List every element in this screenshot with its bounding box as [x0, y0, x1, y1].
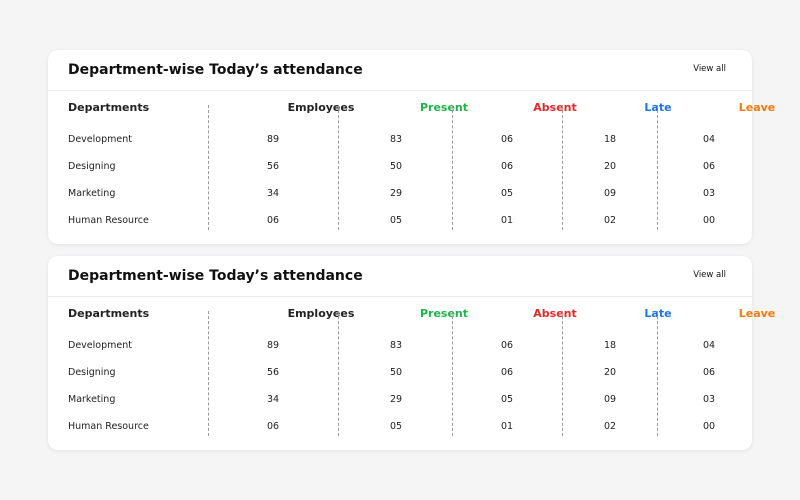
employees-count: 34 — [266, 188, 280, 199]
present-count: 05 — [389, 215, 403, 226]
late-count: 20 — [603, 367, 617, 378]
column-divider — [452, 311, 453, 436]
header-departments: Departments — [68, 307, 150, 320]
employees-count: 34 — [266, 394, 280, 405]
attendance-table: Departments Employees Present Absent Lat… — [48, 296, 775, 450]
header-leave: Leave — [738, 307, 776, 320]
late-count: 02 — [603, 215, 617, 226]
column-divider — [657, 311, 658, 436]
view-all-link[interactable]: View all — [693, 64, 726, 74]
employees-count: 89 — [266, 134, 280, 145]
department-name: Development — [68, 340, 132, 351]
leave-count: 03 — [702, 394, 716, 405]
employees-count: 06 — [266, 215, 280, 226]
column-divider — [657, 105, 658, 230]
department-name: Designing — [68, 367, 116, 378]
department-name: Designing — [68, 161, 116, 172]
header-absent: Absent — [533, 307, 577, 320]
column-divider — [208, 105, 209, 230]
attendance-card: Department-wise Today’s attendance View … — [48, 50, 775, 244]
present-count: 50 — [389, 161, 403, 172]
present-count: 83 — [389, 134, 403, 145]
absent-count: 06 — [500, 161, 514, 172]
leave-count: 04 — [702, 340, 716, 351]
department-name: Human Resource — [68, 421, 149, 432]
attendance-card: Department-wise Today’s attendance View … — [48, 256, 775, 450]
leave-count: 04 — [702, 134, 716, 145]
card-header: Department-wise Today’s attendance View … — [48, 50, 752, 91]
header-present: Present — [419, 101, 469, 114]
attendance-table: Departments Employees Present Absent Lat… — [48, 90, 775, 244]
header-departments: Departments — [68, 101, 150, 114]
employees-count: 56 — [266, 367, 280, 378]
absent-count: 05 — [500, 188, 514, 199]
card-header: Department-wise Today’s attendance View … — [48, 256, 752, 297]
column-divider — [338, 311, 339, 436]
present-count: 83 — [389, 340, 403, 351]
card-title: Department-wise Today’s attendance — [68, 62, 363, 78]
column-divider — [562, 105, 563, 230]
present-count: 29 — [389, 188, 403, 199]
department-name: Human Resource — [68, 215, 149, 226]
leave-count: 00 — [702, 215, 716, 226]
late-count: 09 — [603, 394, 617, 405]
header-leave: Leave — [738, 101, 776, 114]
column-divider — [562, 311, 563, 436]
header-absent: Absent — [533, 101, 577, 114]
card-title: Department-wise Today’s attendance — [68, 268, 363, 284]
header-employees: Employees — [287, 101, 355, 114]
late-count: 02 — [603, 421, 617, 432]
absent-count: 01 — [500, 215, 514, 226]
header-present: Present — [419, 307, 469, 320]
late-count: 20 — [603, 161, 617, 172]
column-divider — [208, 311, 209, 436]
department-name: Marketing — [68, 188, 116, 199]
leave-count: 06 — [702, 161, 716, 172]
header-late: Late — [644, 101, 672, 114]
header-employees: Employees — [287, 307, 355, 320]
present-count: 05 — [389, 421, 403, 432]
leave-count: 00 — [702, 421, 716, 432]
late-count: 18 — [603, 134, 617, 145]
employees-count: 06 — [266, 421, 280, 432]
employees-count: 89 — [266, 340, 280, 351]
department-name: Development — [68, 134, 132, 145]
column-divider — [452, 105, 453, 230]
present-count: 29 — [389, 394, 403, 405]
department-name: Marketing — [68, 394, 116, 405]
absent-count: 06 — [500, 340, 514, 351]
late-count: 09 — [603, 188, 617, 199]
absent-count: 05 — [500, 394, 514, 405]
header-late: Late — [644, 307, 672, 320]
leave-count: 03 — [702, 188, 716, 199]
view-all-link[interactable]: View all — [693, 270, 726, 280]
absent-count: 06 — [500, 367, 514, 378]
employees-count: 56 — [266, 161, 280, 172]
absent-count: 01 — [500, 421, 514, 432]
present-count: 50 — [389, 367, 403, 378]
late-count: 18 — [603, 340, 617, 351]
absent-count: 06 — [500, 134, 514, 145]
column-divider — [338, 105, 339, 230]
leave-count: 06 — [702, 367, 716, 378]
